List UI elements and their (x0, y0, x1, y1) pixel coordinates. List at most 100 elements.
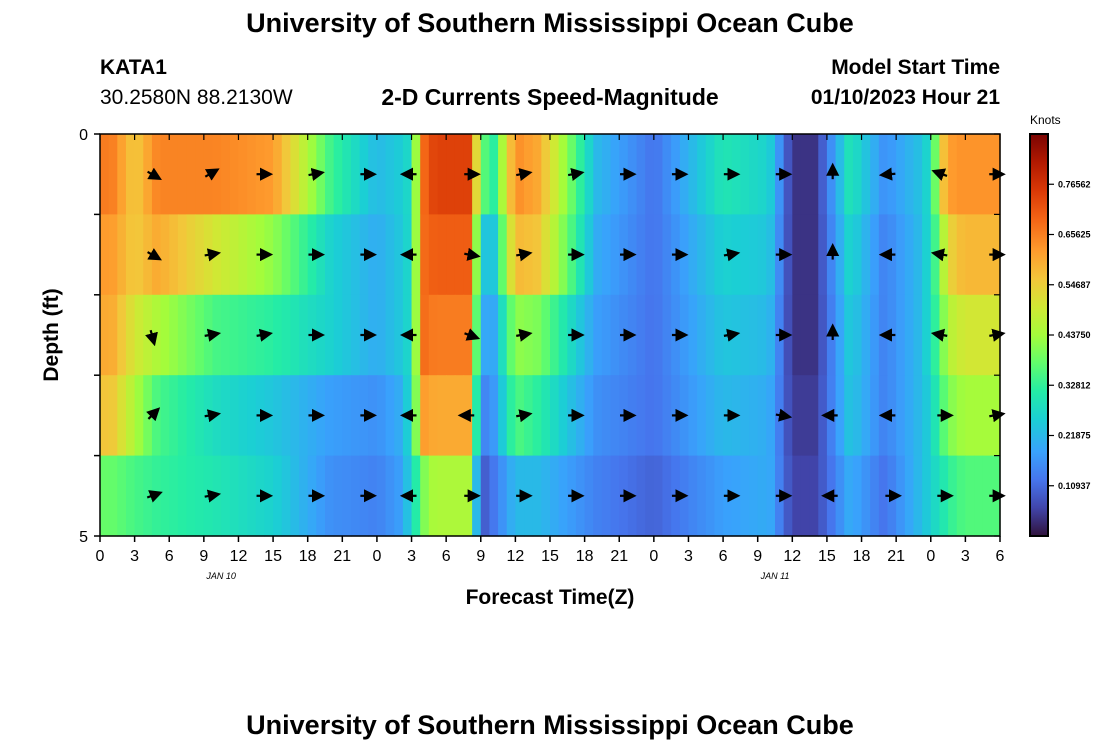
heatmap-cell (160, 375, 170, 457)
heatmap-cell (922, 134, 932, 215)
heatmap-cell (913, 294, 923, 376)
x-tick-label: 0 (372, 548, 381, 565)
heatmap-cell (956, 214, 966, 296)
heatmap-cell (653, 214, 664, 296)
heatmap-cell (714, 134, 724, 215)
heatmap-cell (593, 134, 603, 215)
heatmap-cell (290, 375, 300, 457)
heatmap-cell (792, 134, 802, 215)
heatmap-cell (454, 214, 465, 296)
heatmap-cell (532, 214, 542, 296)
heatmap-cell (281, 214, 291, 296)
heatmap-cell (428, 134, 439, 215)
x-tick-label: 18 (299, 548, 317, 565)
heatmap-cell (878, 455, 889, 537)
y-tick-label: 5 (79, 529, 88, 546)
heatmap-cell (913, 455, 923, 537)
heatmap-cell (238, 214, 248, 296)
heatmap-cell (965, 134, 975, 215)
heatmap-cell (299, 455, 309, 537)
colorbar-tick-label: 0.10937 (1058, 481, 1091, 491)
heatmap-cell (489, 455, 499, 537)
heatmap-cell (394, 214, 404, 296)
heatmap-cell (238, 375, 248, 457)
heatmap-cell (151, 375, 162, 457)
heatmap-cell (593, 294, 603, 376)
heatmap-cell (826, 214, 837, 296)
heatmap-cell (714, 214, 724, 296)
heatmap-cell (610, 214, 620, 296)
heatmap-cell (376, 214, 387, 296)
heatmap-cell (134, 134, 144, 215)
heatmap-cell (645, 375, 655, 457)
heatmap-cell (195, 214, 205, 296)
heatmap-cell (177, 375, 188, 457)
heatmap-cell (948, 455, 958, 537)
heatmap-cell (454, 134, 465, 215)
heatmap-cell (480, 294, 491, 376)
current-arrow (204, 409, 222, 423)
heatmap-cell (454, 455, 465, 537)
heatmap-cell (342, 294, 352, 376)
station-id: KATA1 (100, 56, 167, 79)
heatmap-cell (134, 455, 144, 537)
x-tick-label: 15 (541, 548, 559, 565)
heatmap-cell (117, 214, 127, 296)
heatmap-cell (653, 294, 664, 376)
heatmap-cell (956, 134, 966, 215)
heatmap-cell (333, 134, 343, 215)
heatmap-cell (740, 455, 750, 537)
heatmap-cell (852, 134, 863, 215)
heatmap-cell (247, 294, 257, 376)
heatmap-cell (212, 134, 222, 215)
heatmap-cell (766, 214, 776, 296)
heatmap-cell (688, 455, 698, 537)
heatmap-cell (229, 134, 240, 215)
heatmap-cell (428, 294, 439, 376)
heatmap-cell (956, 375, 966, 457)
heatmap-cell (861, 375, 871, 457)
heatmap-cell (749, 455, 759, 537)
heatmap-cell (913, 134, 923, 215)
y-axis-label: Depth (ft) (40, 288, 63, 381)
heatmap-cell (186, 375, 196, 457)
heatmap-cell (809, 134, 819, 215)
x-tick-label: 9 (753, 548, 762, 565)
heatmap-cell (177, 134, 188, 215)
heatmap-cell (498, 134, 508, 215)
heatmap-cell (852, 214, 863, 296)
colorbar-tick-label: 0.65625 (1058, 230, 1091, 240)
heatmap-cell (446, 455, 456, 537)
heatmap-cell (835, 375, 845, 457)
heatmap-cell (766, 294, 776, 376)
x-tick-label: 18 (576, 548, 594, 565)
x-axis-label: Forecast Time(Z) (466, 586, 635, 609)
heatmap-cell (697, 214, 707, 296)
heatmap-cell (757, 375, 767, 457)
heatmap-cell (844, 134, 854, 215)
x-tick-label: 15 (818, 548, 836, 565)
heatmap-cell (662, 375, 672, 457)
heatmap-cell (376, 375, 387, 457)
heatmap-cell (350, 294, 361, 376)
heatmap-cell (558, 455, 568, 537)
heatmap-cell (965, 455, 975, 537)
heatmap-cell (645, 134, 655, 215)
heatmap-cell (749, 214, 759, 296)
heatmap-cell (844, 455, 854, 537)
heatmap-cell (948, 214, 958, 296)
heatmap-cell (420, 214, 430, 296)
heatmap-cell (636, 214, 646, 296)
heatmap-cell (532, 134, 542, 215)
heatmap-cell (489, 375, 499, 457)
colorbar-ticks: 0.76562 0.65625 0.54687 0.43750 0.32812 0.218… (1048, 179, 1091, 491)
heatmap-cell (350, 455, 361, 537)
heatmap-cell (835, 214, 845, 296)
heatmap-cell (826, 134, 837, 215)
heatmap-cell (757, 214, 767, 296)
heatmap-cell (818, 294, 828, 376)
heatmap-cell (601, 455, 612, 537)
heatmap-cell (325, 134, 335, 215)
heatmap-cell (541, 375, 551, 457)
heatmap-cell (325, 375, 335, 457)
